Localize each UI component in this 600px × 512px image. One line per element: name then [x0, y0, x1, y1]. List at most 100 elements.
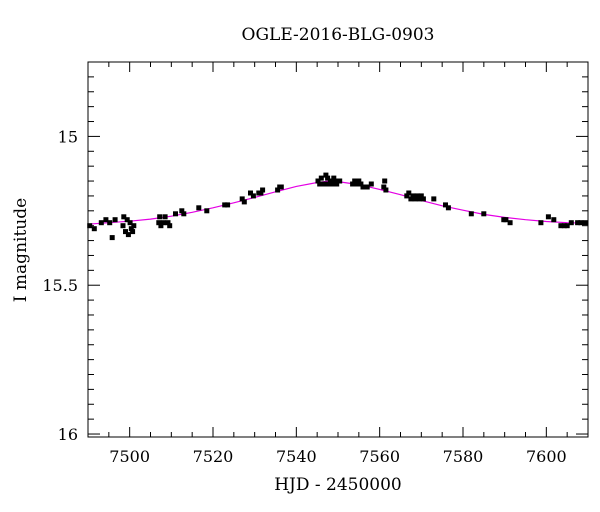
- data-point: [331, 175, 337, 181]
- data-point: [109, 235, 115, 241]
- data-point: [222, 202, 228, 208]
- data-point: [124, 217, 130, 223]
- data-point: [360, 184, 366, 190]
- data-point: [418, 193, 424, 199]
- data-point: [582, 220, 588, 226]
- data-point: [416, 196, 422, 202]
- data-point: [315, 178, 321, 184]
- data-point: [328, 178, 333, 184]
- data-point: [248, 190, 253, 196]
- x-tick-label: 7580: [443, 447, 484, 466]
- data-point: [545, 214, 551, 220]
- data-point: [538, 220, 544, 226]
- data-point: [408, 196, 414, 202]
- data-point: [173, 211, 178, 217]
- data-point: [368, 181, 374, 187]
- data-point: [337, 178, 343, 184]
- data-point: [507, 220, 513, 226]
- data-point: [322, 181, 328, 187]
- data-point: [112, 217, 118, 223]
- data-point: [558, 223, 564, 229]
- data-point: [334, 181, 340, 187]
- data-point: [130, 229, 136, 235]
- data-point: [98, 220, 104, 226]
- x-tick-label: 7520: [193, 447, 234, 466]
- data-point: [404, 193, 410, 199]
- data-point: [258, 190, 264, 196]
- data-point: [181, 211, 187, 217]
- data-point: [561, 223, 567, 229]
- data-point: [354, 181, 360, 187]
- data-point: [278, 184, 284, 190]
- data-point: [551, 217, 557, 223]
- data-point: [578, 220, 584, 226]
- data-point: [128, 226, 134, 232]
- data-point: [125, 232, 131, 238]
- data-point: [225, 202, 231, 208]
- data-point: [445, 205, 451, 211]
- data-point: [156, 220, 162, 226]
- data-point: [157, 214, 163, 220]
- x-axis-label: HJD - 2450000: [274, 475, 402, 495]
- data-point: [131, 223, 137, 229]
- data-point: [123, 229, 128, 235]
- plot-area: [87, 172, 589, 241]
- data-point: [204, 208, 210, 214]
- data-point: [107, 220, 113, 226]
- data-point: [158, 223, 164, 229]
- data-point: [568, 220, 574, 226]
- data-point: [350, 181, 356, 187]
- data-point: [275, 187, 281, 193]
- data-point: [381, 184, 387, 190]
- data-point: [412, 196, 418, 202]
- data-point: [162, 214, 168, 220]
- data-point: [383, 187, 389, 193]
- data-point: [468, 211, 474, 217]
- data-point: [443, 202, 448, 208]
- data-point: [410, 193, 416, 199]
- data-point: [358, 181, 364, 187]
- data-point: [420, 196, 426, 202]
- plot-frame: [87, 61, 589, 438]
- data-point: [329, 181, 335, 187]
- chart-title: OGLE-2016-BLG-0903: [242, 25, 435, 45]
- data-point: [414, 193, 420, 199]
- data-point: [239, 196, 245, 202]
- data-point: [250, 193, 256, 199]
- data-point: [323, 172, 329, 178]
- data-point: [564, 223, 570, 229]
- axes: 7500 7520 7540 7560 7580 7600 15 15.5 16: [42, 61, 589, 466]
- data-point: [503, 217, 509, 223]
- data-point: [317, 181, 323, 187]
- data-point: [103, 217, 109, 223]
- data-point: [326, 181, 332, 187]
- data-point: [481, 211, 487, 217]
- data-point: [127, 220, 133, 226]
- data-point: [325, 175, 331, 181]
- y-tick-label: 15.5: [42, 276, 78, 295]
- x-tick-label: 7600: [526, 447, 567, 466]
- data-point: [91, 226, 97, 232]
- data-point: [318, 175, 324, 181]
- data-point: [382, 178, 388, 184]
- data-point: [167, 223, 173, 229]
- data-point: [364, 184, 370, 190]
- data-point: [179, 208, 185, 214]
- data-point: [406, 190, 412, 196]
- x-tick-label: 7500: [109, 447, 150, 466]
- data-point: [241, 199, 247, 205]
- data-point: [160, 220, 166, 226]
- data-point: [196, 205, 202, 211]
- data-point: [165, 220, 171, 226]
- data-point: [431, 196, 437, 202]
- data-point: [575, 220, 581, 226]
- data-point: [120, 223, 126, 229]
- x-tick-label: 7540: [276, 447, 317, 466]
- data-point: [352, 178, 358, 184]
- data-point: [121, 214, 127, 220]
- x-tick-label: 7560: [359, 447, 400, 466]
- y-tick-label: 16: [58, 425, 78, 444]
- data-point: [356, 178, 362, 184]
- data-point: [260, 187, 266, 193]
